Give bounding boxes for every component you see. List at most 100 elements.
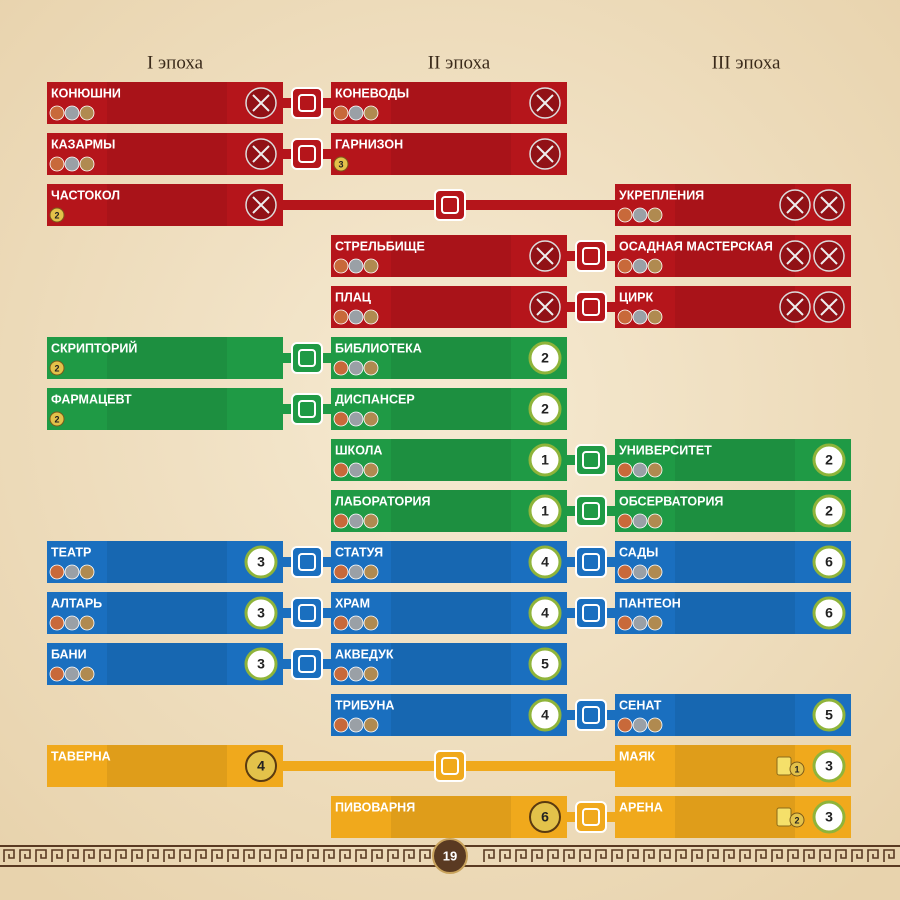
coin-value-large: 6 — [541, 809, 549, 825]
card-texture — [107, 184, 227, 226]
resource — [79, 105, 95, 121]
coin-value: 2 — [54, 363, 59, 373]
card-name: БИБЛИОТЕКА — [335, 341, 422, 355]
card-texture — [675, 694, 795, 736]
card-texture — [675, 490, 795, 532]
card-name: ПЛАЦ — [335, 290, 372, 304]
card-texture — [675, 235, 795, 277]
chain-icon — [575, 444, 607, 476]
coin — [49, 207, 65, 223]
card-name: ПИВОВАРНЯ — [335, 800, 415, 814]
meander — [819, 849, 831, 862]
chain-symbol — [441, 757, 459, 775]
resource — [647, 309, 663, 325]
meander — [19, 849, 31, 862]
meander — [35, 849, 47, 862]
card-name: ТРИБУНА — [335, 698, 394, 712]
resource — [333, 513, 349, 529]
resource — [363, 462, 379, 478]
laurel — [812, 494, 846, 528]
resource — [64, 105, 80, 121]
meander — [243, 849, 255, 862]
meander — [771, 849, 783, 862]
resource — [348, 105, 364, 121]
resource — [617, 615, 633, 631]
points: 4 — [541, 605, 549, 621]
meander — [179, 849, 191, 862]
meander — [787, 849, 799, 862]
chain-icon — [575, 546, 607, 578]
meander — [259, 849, 271, 862]
card-name: СТРЕЛЬБИЩЕ — [335, 239, 425, 253]
meander — [147, 849, 159, 862]
card-texture — [675, 184, 795, 226]
resource — [348, 717, 364, 733]
resource — [617, 564, 633, 580]
points: 2 — [541, 401, 549, 417]
meander — [643, 849, 655, 862]
coin-value: 2 — [54, 210, 59, 220]
card-texture — [391, 490, 511, 532]
resource — [79, 666, 95, 682]
card-name: ШКОЛА — [335, 443, 382, 457]
points: 3 — [257, 656, 265, 672]
laurel — [528, 443, 562, 477]
resource — [363, 513, 379, 529]
chain-icon — [291, 597, 323, 629]
meander — [739, 849, 751, 862]
meander — [563, 849, 575, 862]
card-name: СЕНАТ — [619, 698, 662, 712]
meander — [371, 849, 383, 862]
meander — [611, 849, 623, 862]
laurel — [812, 698, 846, 732]
card-name: КАЗАРМЫ — [51, 137, 115, 151]
resource — [348, 309, 364, 325]
card-texture — [675, 796, 795, 838]
chain-symbol — [298, 349, 316, 367]
resource — [632, 207, 648, 223]
resource — [64, 666, 80, 682]
chain-symbol — [298, 94, 316, 112]
chain-icon — [291, 546, 323, 578]
swords — [252, 145, 270, 163]
resource — [348, 258, 364, 274]
card-texture — [107, 82, 227, 124]
card-name: ЛАБОРАТОРИЯ — [335, 494, 431, 508]
laurel — [528, 596, 562, 630]
resource — [79, 564, 95, 580]
resource — [632, 615, 648, 631]
chain-icon — [575, 495, 607, 527]
laurel — [812, 545, 846, 579]
resource — [348, 615, 364, 631]
swords — [820, 247, 838, 265]
coin-large — [529, 801, 561, 833]
resource — [632, 513, 648, 529]
points: 6 — [825, 605, 833, 621]
meander — [227, 849, 239, 862]
swords — [536, 145, 554, 163]
card-texture — [391, 541, 511, 583]
laurel — [244, 596, 278, 630]
points: 5 — [541, 656, 549, 672]
meander — [163, 849, 175, 862]
era-header: II эпоха — [428, 52, 491, 73]
points: 3 — [825, 809, 833, 825]
card-name: БАНИ — [51, 647, 87, 661]
meander — [883, 849, 895, 862]
meander — [515, 849, 527, 862]
card-name: КОНЮШНИ — [51, 86, 121, 100]
resource — [49, 615, 65, 631]
meander — [835, 849, 847, 862]
meander — [403, 849, 415, 862]
resource — [647, 462, 663, 478]
resource — [49, 105, 65, 121]
resource — [647, 564, 663, 580]
resource — [363, 258, 379, 274]
resource — [348, 411, 364, 427]
meander — [531, 849, 543, 862]
card-texture — [675, 745, 795, 787]
chain-symbol — [582, 298, 600, 316]
bonus-icon — [776, 807, 792, 827]
resource — [632, 309, 648, 325]
resource — [333, 258, 349, 274]
